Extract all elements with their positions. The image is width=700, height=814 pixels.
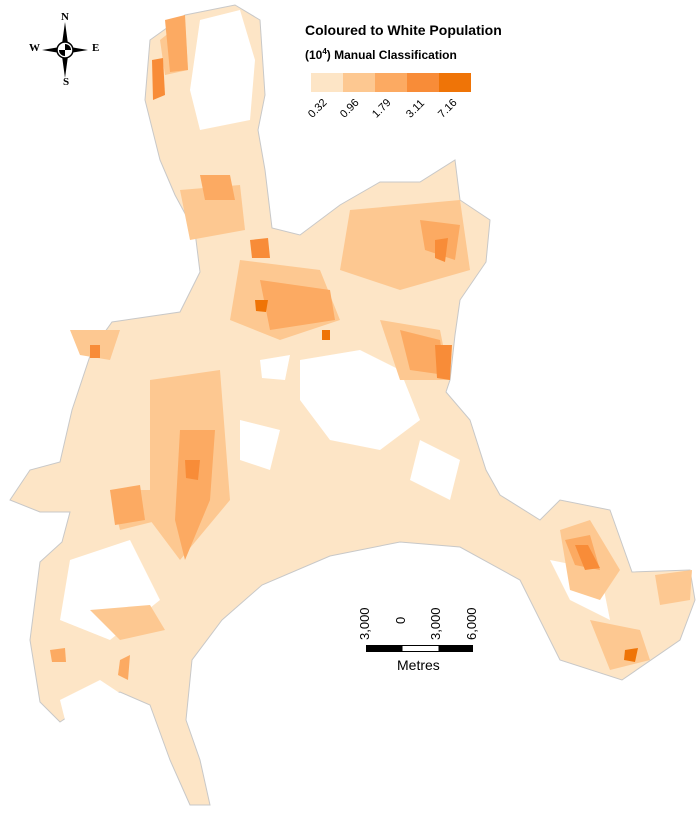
compass-s: S xyxy=(63,76,70,88)
legend-swatch xyxy=(343,73,375,92)
class-4-areas xyxy=(90,58,600,570)
legend-swatch xyxy=(311,73,343,92)
legend-swatches xyxy=(311,73,471,92)
north-arrow-icon xyxy=(42,22,88,78)
class-3-areas xyxy=(50,15,600,680)
scale-label: 6,000 xyxy=(464,607,479,640)
legend-swatch xyxy=(407,73,439,92)
legend-swatch xyxy=(439,73,471,92)
compass-w: W xyxy=(29,42,40,54)
compass-n: N xyxy=(61,11,69,23)
legend-subtitle: (104) Manual Classification xyxy=(305,47,457,62)
compass-e: E xyxy=(92,42,100,54)
scale-label: 3,000 xyxy=(357,607,372,640)
legend-swatch xyxy=(375,73,407,92)
scale-bar xyxy=(366,645,473,652)
legend-title: Coloured to White Population xyxy=(305,22,502,38)
class-5-areas xyxy=(255,300,638,662)
scale-label: 3,000 xyxy=(428,607,443,640)
scale-unit: Metres xyxy=(397,657,440,673)
scale-label: 0 xyxy=(393,616,408,624)
